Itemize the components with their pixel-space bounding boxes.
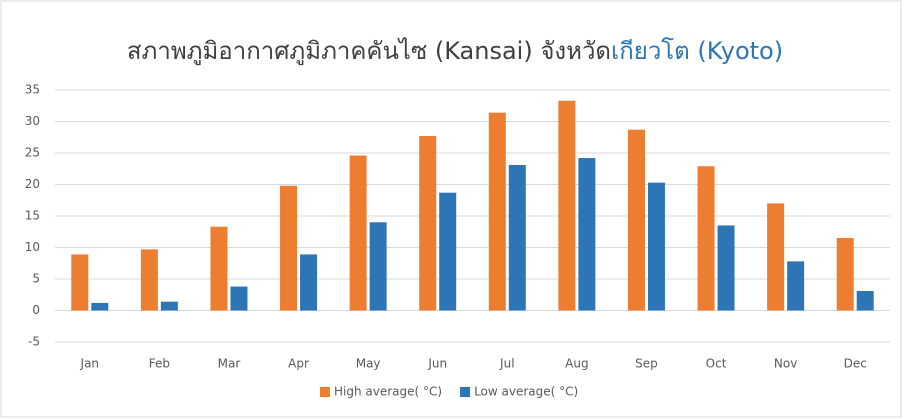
bar: [439, 192, 457, 311]
x-tick-label: Jan: [80, 357, 100, 371]
bar: [836, 238, 854, 311]
bar: [508, 164, 526, 311]
bar: [91, 302, 109, 311]
bar: [71, 254, 89, 311]
x-tick-label: Apr: [288, 357, 309, 371]
x-tick-label: Nov: [774, 357, 797, 371]
title-part: สภาพภูมิอากาศภูมิภาคคันไซ (Kansai) จังหว…: [127, 37, 611, 66]
y-tick-label: -5: [28, 335, 40, 349]
bar: [787, 261, 805, 311]
y-tick-label: 25: [25, 146, 40, 160]
legend-label: Low average( °C): [474, 385, 578, 399]
bar: [300, 254, 318, 311]
bar: [856, 290, 874, 311]
bar: [230, 286, 248, 311]
x-tick-label: Mar: [218, 357, 241, 371]
chart-title: สภาพภูมิอากาศภูมิภาคคันไซ (Kansai) จังหว…: [127, 37, 783, 66]
x-tick-label: Dec: [844, 357, 867, 371]
x-tick-label: Feb: [149, 357, 170, 371]
bar: [210, 226, 228, 311]
bar: [160, 301, 178, 311]
bar: [627, 129, 645, 311]
bar: [488, 112, 506, 311]
x-tick-label: Sep: [635, 357, 658, 371]
y-tick-label: 35: [25, 83, 40, 97]
y-tick-label: 10: [25, 240, 40, 254]
y-tick-label: 15: [25, 209, 40, 223]
y-tick-label: 5: [32, 272, 40, 286]
title-highlight: เกียวโต (Kyoto): [611, 37, 783, 65]
x-tick-label: Oct: [706, 357, 727, 371]
x-tick-label: Jun: [427, 357, 447, 371]
legend-swatch: [320, 387, 330, 397]
legend-swatch: [460, 387, 471, 397]
x-tick-label: Aug: [565, 357, 588, 371]
bar: [349, 155, 367, 311]
bar: [280, 185, 298, 311]
bar: [717, 225, 735, 311]
y-tick-label: 20: [25, 177, 40, 191]
bar: [647, 182, 665, 311]
bar: [369, 222, 387, 311]
legend-label: High average( °C): [334, 385, 442, 399]
y-tick-label: 0: [32, 303, 40, 317]
bar: [558, 100, 576, 311]
y-tick-label: 30: [25, 114, 40, 128]
bar: [140, 249, 158, 311]
bar: [697, 166, 715, 311]
x-tick-label: Jul: [499, 357, 514, 371]
bar: [767, 203, 785, 311]
bar: [578, 158, 596, 311]
bar: [419, 135, 437, 311]
x-tick-label: May: [356, 357, 381, 371]
